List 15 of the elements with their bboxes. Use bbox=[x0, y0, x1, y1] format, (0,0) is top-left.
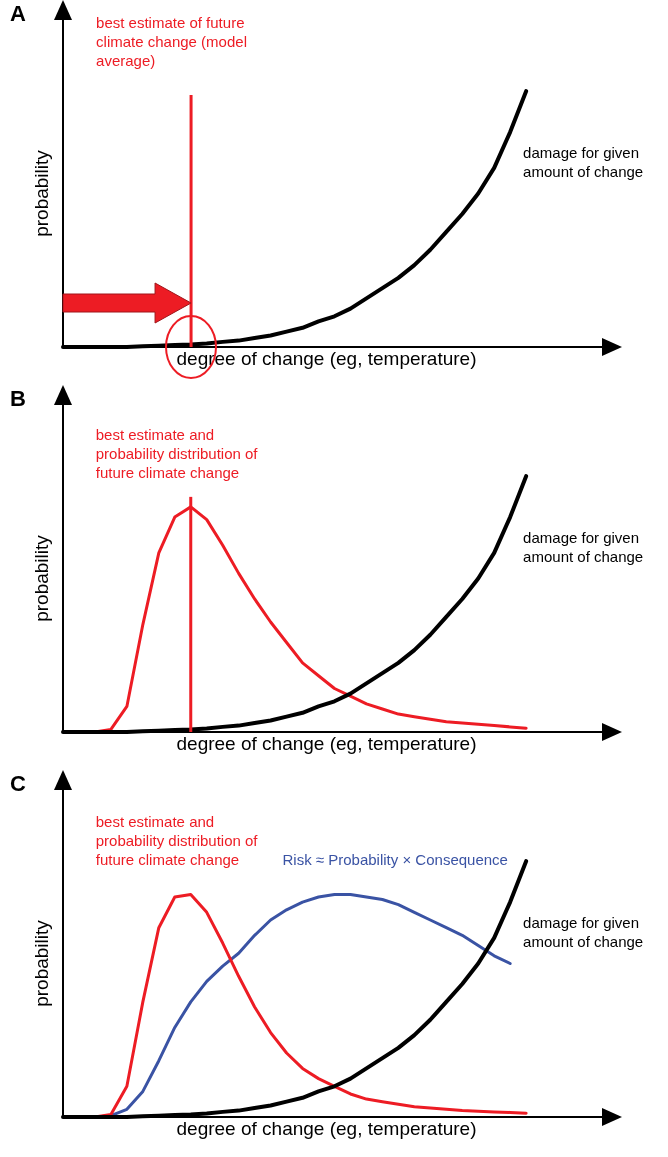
chart-title: C bbox=[10, 771, 26, 797]
series-label: damage for given amount of change bbox=[523, 913, 644, 950]
y-axis-title: probability bbox=[31, 919, 53, 1007]
y-axis-title: probability bbox=[31, 534, 53, 622]
x-axis-title: degree of change (eg, temperature) bbox=[176, 1117, 477, 1139]
series-label: damage for given amount of change bbox=[523, 528, 644, 565]
y-axis-title: probability bbox=[31, 149, 53, 237]
chart-title: B bbox=[10, 386, 26, 412]
chart-title: A bbox=[10, 1, 26, 27]
x-axis-title: degree of change (eg, temperature) bbox=[176, 732, 477, 754]
text: best estimate of future climate change (model average) bbox=[96, 13, 247, 69]
text: best estimate and probability distribution of future climate change bbox=[95, 425, 259, 481]
text: best estimate and probability distribution of future climate change bbox=[95, 813, 259, 869]
text: Risk ≈ Probability × Consequence bbox=[282, 851, 508, 869]
series-label: damage for given amount of change bbox=[523, 143, 644, 180]
